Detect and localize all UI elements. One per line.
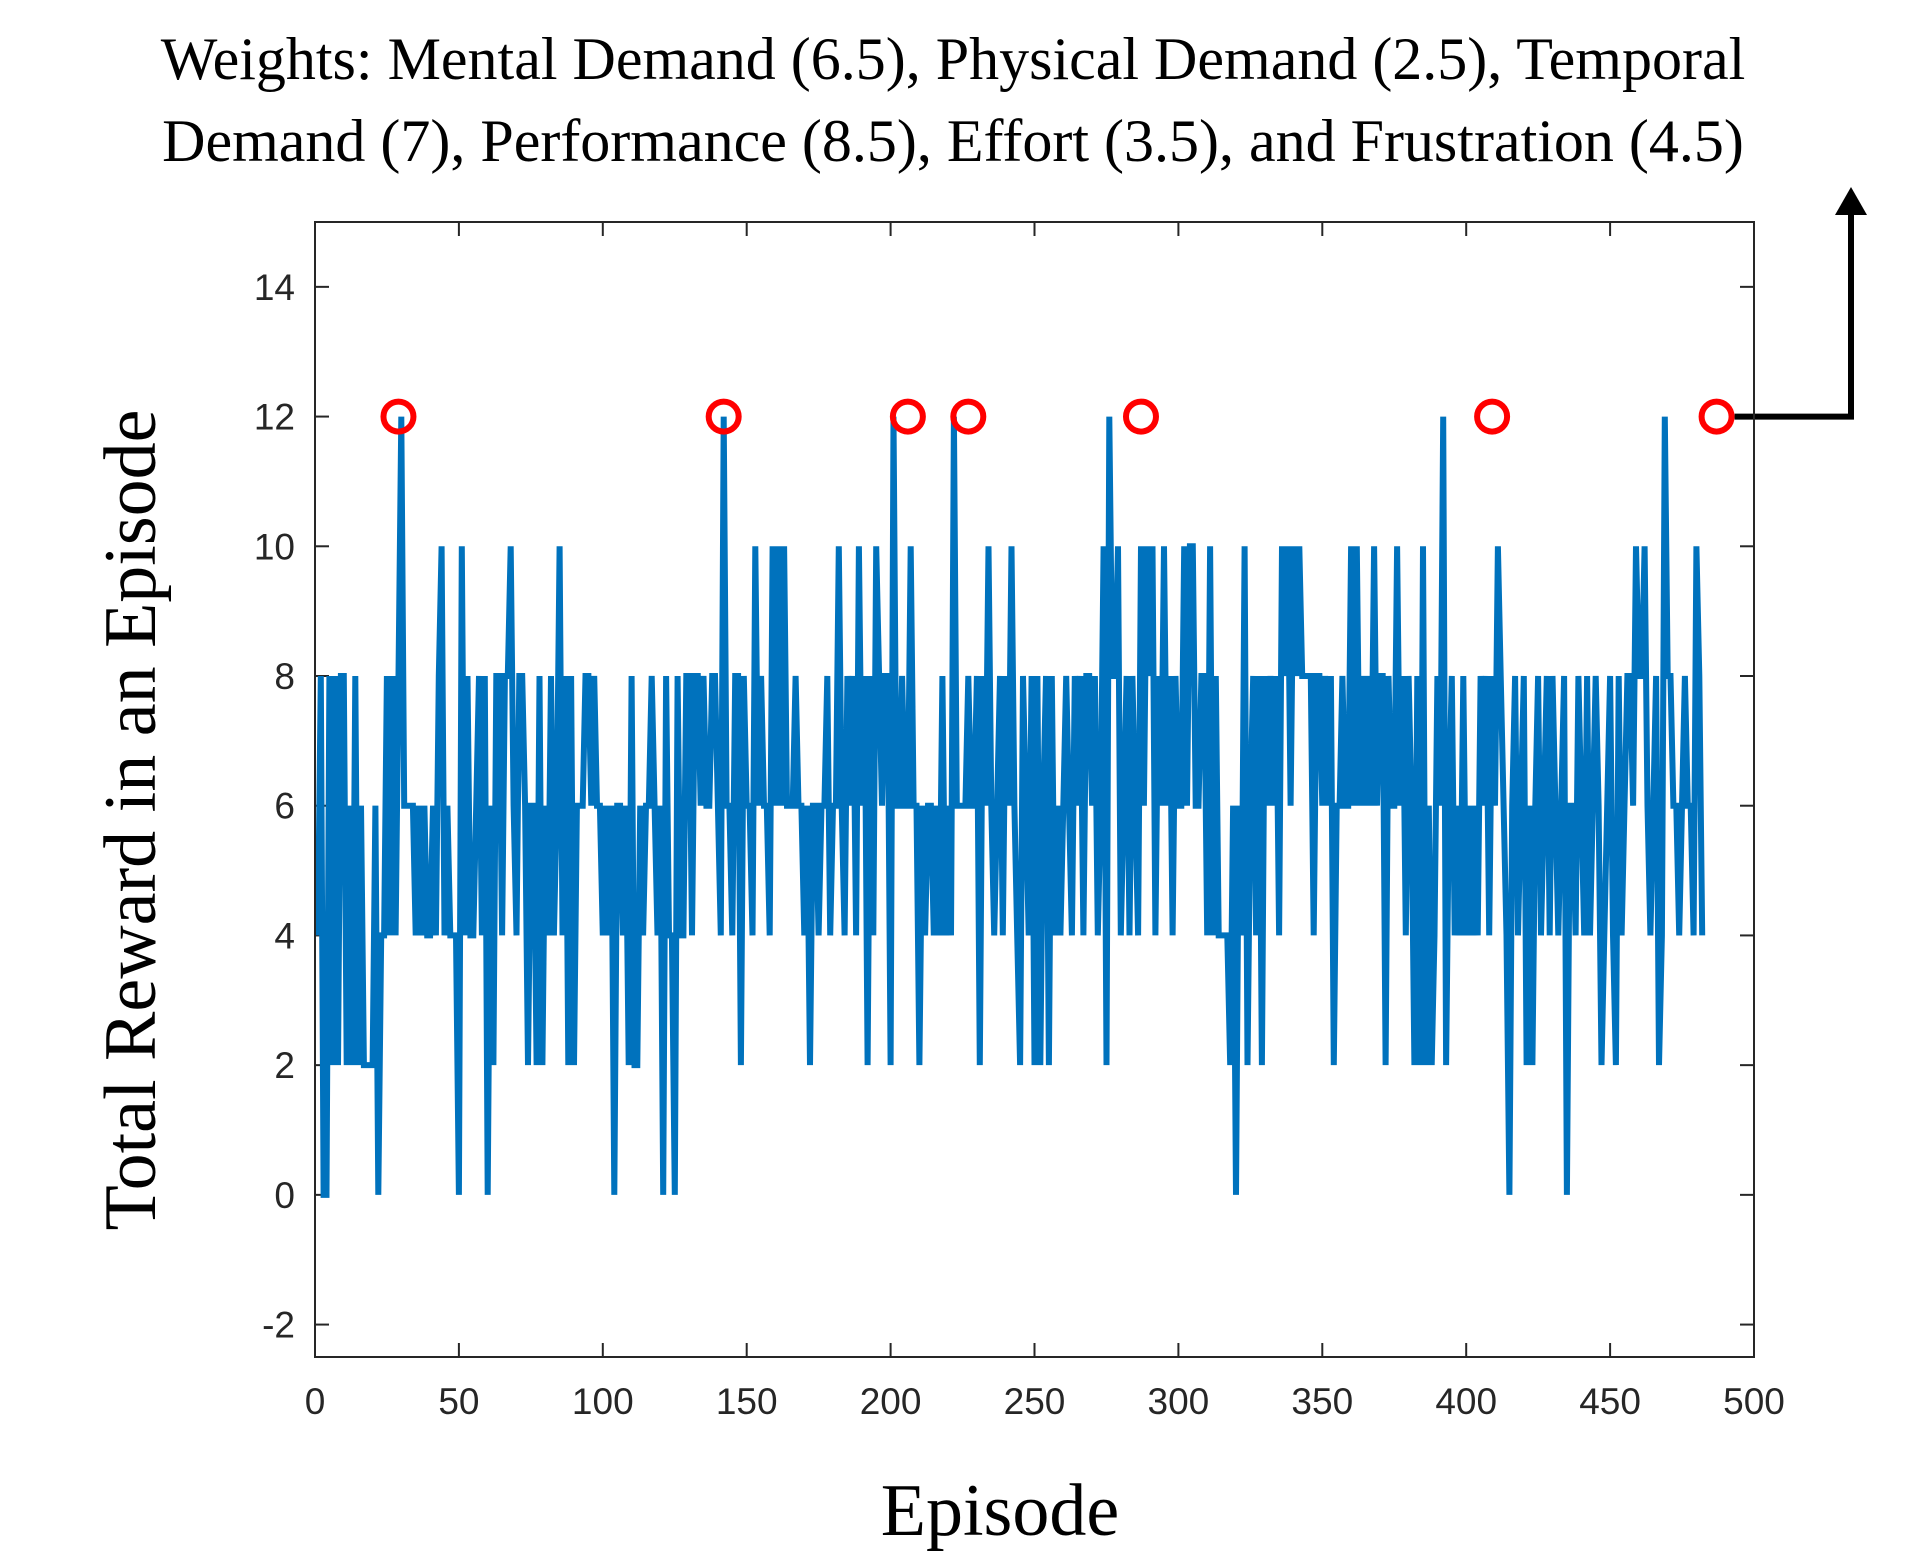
- x-axis-title: Episode: [881, 1470, 1119, 1552]
- x-tick-label: 150: [716, 1381, 778, 1422]
- x-tick-label: 400: [1435, 1381, 1497, 1422]
- y-axis-title: Total Reward in an Episode: [90, 410, 172, 1231]
- max-reward-marker: [950, 398, 987, 435]
- weights-annotation-line-1: Weights: Mental Demand (6.5), Physical D…: [160, 26, 1746, 92]
- annotation-arrow-line: [1734, 215, 1854, 420]
- max-reward-marker: [1122, 398, 1159, 435]
- y-tick-label: 6: [274, 786, 295, 827]
- max-reward-marker: [1698, 398, 1735, 435]
- x-tick-label: 100: [572, 1381, 634, 1422]
- y-tick-label: -2: [262, 1305, 295, 1346]
- max-reward-marker: [705, 398, 742, 435]
- weights-annotation: Weights: Mental Demand (6.5), Physical D…: [0, 18, 1906, 182]
- x-tick-label: 350: [1291, 1381, 1353, 1422]
- y-tick-label: 8: [274, 656, 295, 697]
- y-tick-label: 0: [274, 1175, 295, 1216]
- weights-annotation-line-2: Demand (7), Performance (8.5), Effort (3…: [162, 108, 1744, 174]
- reward-series-line: [314, 416, 1706, 1198]
- x-tick-label: 250: [1004, 1381, 1066, 1422]
- max-reward-marker: [889, 398, 926, 435]
- x-tick-label: 0: [305, 1381, 326, 1422]
- x-tick-label: 200: [860, 1381, 922, 1422]
- y-tick-label: 4: [274, 915, 295, 956]
- x-tick-label: 500: [1723, 1381, 1785, 1422]
- max-reward-marker: [380, 398, 417, 435]
- y-tick-label: 14: [254, 267, 295, 308]
- y-tick-label: 12: [254, 397, 295, 438]
- plot-frame: [314, 221, 1755, 1358]
- annotation-arrow-head: [1835, 187, 1867, 215]
- y-tick-label: 2: [274, 1045, 295, 1086]
- max-reward-marker: [1474, 398, 1511, 435]
- x-tick-label: 300: [1148, 1381, 1210, 1422]
- y-tick-label: 10: [254, 526, 295, 567]
- x-tick-label: 50: [438, 1381, 479, 1422]
- x-tick-label: 450: [1579, 1381, 1641, 1422]
